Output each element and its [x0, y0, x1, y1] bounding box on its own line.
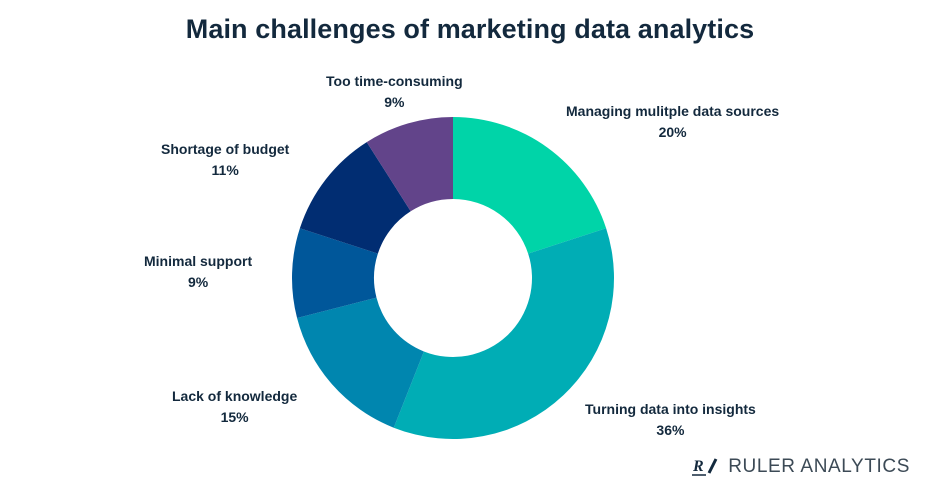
label-percent: 9% [187, 274, 209, 290]
label-percent: 20% [658, 124, 687, 140]
donut-slice [292, 228, 378, 319]
label-percent: 36% [656, 422, 685, 438]
label-percent: 9% [384, 94, 405, 110]
label-turning-data-into-insights: Turning data into insights 36% [585, 399, 756, 441]
brand-name: RULER ANALYTICS [728, 456, 910, 477]
label-name: Minimal support [144, 253, 253, 269]
label-too-time-consuming: Too time-consuming 9% [326, 71, 463, 113]
chart-title: Main challenges of marketing data analyt… [185, 14, 755, 44]
label-name: Lack of knowledge [172, 388, 298, 404]
svg-text:R: R [692, 458, 704, 475]
donut-slice [393, 228, 614, 440]
label-managing-data-sources: Managing mulitple data sources 20% [566, 101, 779, 143]
label-percent: 15% [220, 409, 249, 425]
donut-slice [299, 142, 411, 254]
label-name: Turning data into insights [585, 401, 756, 417]
ruler-logo-icon: R [692, 458, 718, 476]
donut-slice [366, 117, 453, 212]
donut-slice [297, 297, 424, 428]
label-minimal-support: Minimal support 9% [144, 251, 252, 293]
label-name: Shortage of budget [161, 141, 290, 157]
label-lack-of-knowledge: Lack of knowledge 15% [172, 386, 297, 428]
label-name: Too time-consuming [326, 73, 463, 89]
donut-slice [453, 117, 607, 254]
label-shortage-of-budget: Shortage of budget 11% [161, 139, 289, 181]
ruler-analytics-logo: R RULER ANALYTICS [692, 456, 910, 478]
label-name: Managing mulitple data sources [566, 103, 780, 119]
label-percent: 11% [211, 162, 239, 178]
